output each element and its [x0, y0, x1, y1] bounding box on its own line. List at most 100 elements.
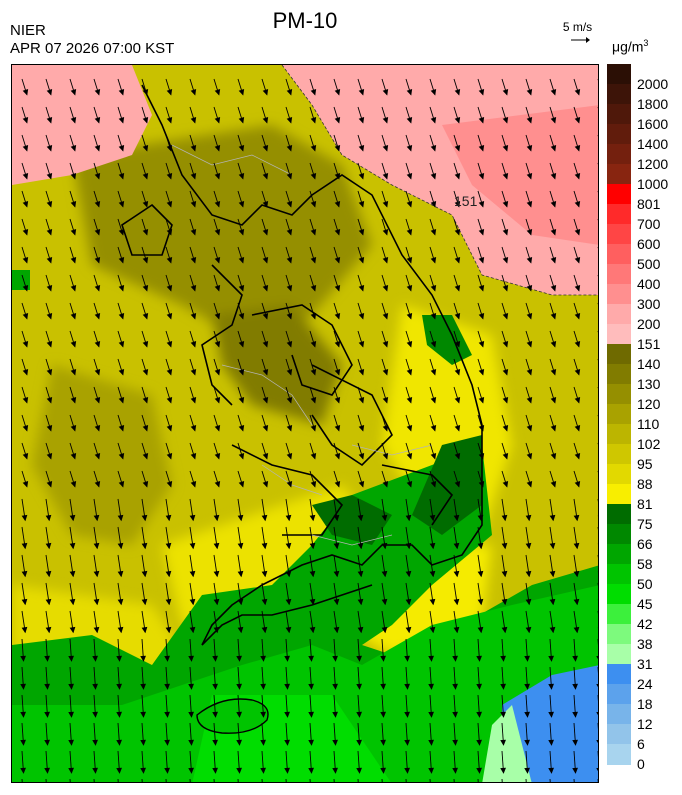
wind-arrow-head-icon — [573, 514, 580, 522]
wind-arrow-head-icon — [118, 145, 125, 152]
wind-arrow-head-icon — [404, 655, 410, 662]
map-title: PM-10 — [272, 8, 338, 33]
wind-arrow-head-icon — [118, 425, 125, 432]
wind-arrow-head-icon — [382, 257, 389, 264]
legend-label: 600 — [637, 236, 661, 252]
wind-arrow-head-icon — [70, 425, 77, 432]
legend-swatch — [607, 684, 631, 705]
wind-arrow-head-icon — [46, 313, 53, 320]
wind-arrow-head-icon — [188, 683, 194, 690]
wind-arrow-head-icon — [94, 341, 101, 348]
wind-arrow-head-icon — [525, 626, 532, 634]
legend-swatch — [607, 584, 631, 605]
wind-arrow-head-icon — [477, 514, 484, 522]
wind-arrow-icon — [597, 611, 598, 615]
wind-arrow-head-icon — [406, 313, 413, 320]
wind-arrow-head-icon — [358, 453, 365, 460]
wind-arrow-head-icon — [478, 425, 485, 432]
legend-label: 38 — [637, 636, 653, 652]
wind-arrow-head-icon — [92, 683, 98, 690]
wind-arrow-head-icon — [285, 542, 292, 550]
legend-swatch — [607, 484, 631, 505]
wind-arrow-head-icon — [213, 598, 220, 606]
wind-arrow-head-icon — [500, 739, 506, 746]
wind-arrow-head-icon — [46, 341, 53, 348]
wind-arrow-head-icon — [213, 514, 220, 522]
wind-arrow-head-icon — [94, 481, 101, 488]
wind-arrow-head-icon — [166, 145, 173, 152]
wind-arrow-head-icon — [524, 739, 530, 746]
wind-arrow-head-icon — [453, 542, 460, 550]
wind-arrow-head-icon — [550, 341, 557, 348]
wind-arrow-head-icon — [357, 542, 364, 550]
wind-arrow-head-icon — [478, 229, 485, 236]
wind-arrow-head-icon — [332, 683, 338, 690]
wind-arrow-head-icon — [310, 369, 317, 376]
wind-arrow-head-icon — [526, 453, 533, 460]
legend-swatch — [607, 184, 631, 205]
wind-arrow-head-icon — [46, 117, 53, 124]
wind-arrow-head-icon — [550, 397, 557, 404]
wind-arrow-head-icon — [22, 173, 29, 180]
legend-swatch — [607, 604, 631, 625]
color-legend — [607, 64, 631, 765]
wind-arrow-head-icon — [20, 683, 26, 690]
wind-arrow-head-icon — [428, 767, 434, 774]
wind-arrow-head-icon — [382, 453, 389, 460]
wind-arrow-head-icon — [22, 89, 29, 96]
wind-arrow-head-icon — [382, 201, 389, 208]
wind-arrow-head-icon — [549, 542, 556, 550]
wind-arrow-head-icon — [308, 739, 314, 746]
wind-arrow-head-icon — [214, 369, 221, 376]
wind-arrow-head-icon — [430, 201, 437, 208]
wind-arrow-icon — [597, 387, 598, 389]
wind-arrow-head-icon — [452, 655, 458, 662]
legend-label: 1600 — [637, 116, 669, 132]
wind-arrow-head-icon — [190, 341, 197, 348]
wind-arrow-head-icon — [502, 425, 509, 432]
wind-arrow-head-icon — [572, 739, 578, 746]
wind-arrow-head-icon — [549, 514, 556, 522]
wind-arrow-head-icon — [454, 229, 461, 236]
wind-arrow-head-icon — [574, 313, 581, 320]
wind-arrow-head-icon — [334, 481, 341, 488]
wind-arrow-head-icon — [406, 145, 413, 152]
wind-arrow-head-icon — [70, 313, 77, 320]
wind-arrow-head-icon — [45, 570, 52, 578]
wind-arrow-head-icon — [572, 711, 578, 718]
wind-arrow-head-icon — [525, 542, 532, 550]
wind-arrow-head-icon — [214, 89, 221, 96]
wind-arrow-icon — [597, 415, 598, 417]
wind-arrow-head-icon — [141, 542, 148, 550]
wind-arrow-head-icon — [574, 397, 581, 404]
wind-arrow-head-icon — [213, 626, 220, 634]
pm10-map[interactable]: 151 — [11, 64, 599, 783]
wind-arrow-head-icon — [380, 767, 386, 774]
wind-arrow-head-icon — [46, 425, 53, 432]
wind-arrow-head-icon — [332, 655, 338, 662]
wind-arrow-head-icon — [526, 117, 533, 124]
wind-arrow-head-icon — [574, 89, 581, 96]
wind-arrow-head-icon — [70, 453, 77, 460]
wind-arrow-head-icon — [573, 570, 580, 578]
wind-arrow-head-icon — [45, 542, 52, 550]
wind-arrow-head-icon — [310, 285, 317, 292]
wind-arrow-head-icon — [142, 173, 149, 180]
wind-arrow-head-icon — [501, 514, 508, 522]
wind-arrow-head-icon — [190, 425, 197, 432]
wind-arrow-head-icon — [22, 425, 29, 432]
wind-arrow-head-icon — [261, 570, 268, 578]
wind-arrow-icon — [597, 275, 598, 277]
wind-arrow-head-icon — [262, 257, 269, 264]
wind-arrow-head-icon — [356, 739, 362, 746]
wind-arrow-head-icon — [261, 514, 268, 522]
wind-arrow-head-icon — [477, 542, 484, 550]
wind-arrow-head-icon — [572, 655, 578, 662]
wind-arrow-head-icon — [502, 257, 509, 264]
wind-arrow-head-icon — [236, 683, 242, 690]
wind-arrow-head-icon — [238, 145, 245, 152]
wind-arrow-head-icon — [549, 598, 556, 606]
wind-arrow-head-icon — [286, 313, 293, 320]
legend-swatch — [607, 664, 631, 685]
wind-arrow-head-icon — [334, 425, 341, 432]
